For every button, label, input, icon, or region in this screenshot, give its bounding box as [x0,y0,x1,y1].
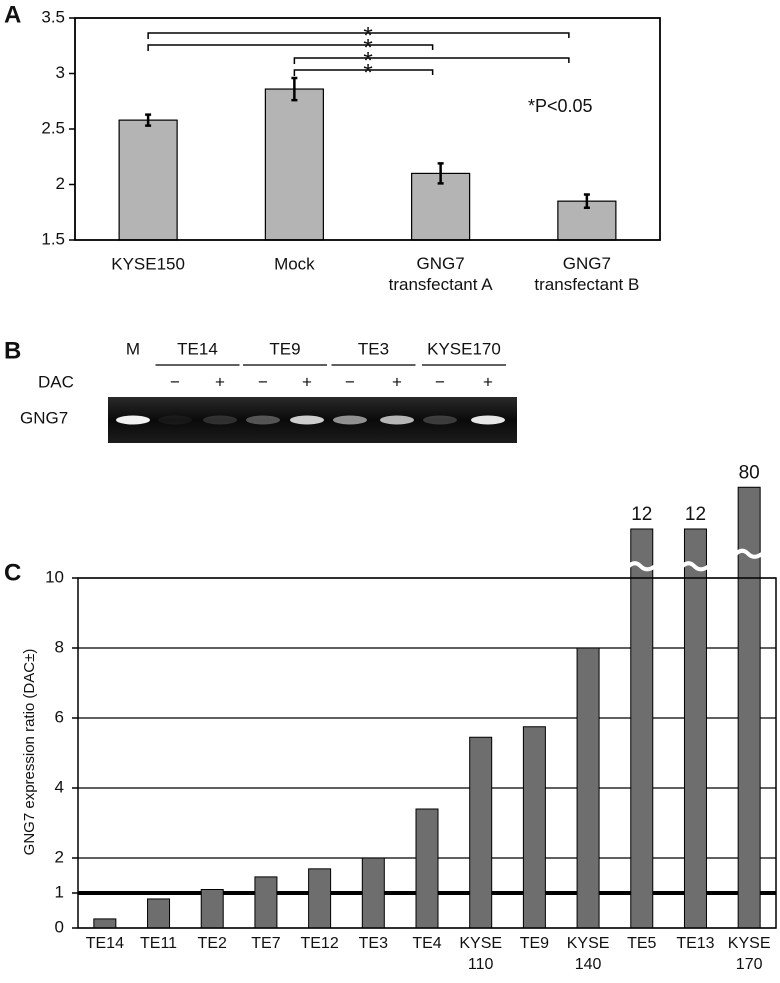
x-tick-label: TE4 [412,935,441,952]
y-tick-label: 2.5 [41,118,65,137]
treatment-label: + [392,372,402,391]
sample-label: TE3 [358,339,389,358]
bar [557,200,617,241]
axis-break [627,561,656,572]
significance-bracket [147,44,434,51]
axis-break [681,561,710,572]
x-tick-label: TE14 [86,935,124,952]
significance-label: * [363,22,372,49]
x-tick-label: TE7 [251,935,280,952]
x-tick-label: TE13 [676,935,714,952]
sample-label: KYSE170 [427,339,501,358]
plot-frame [74,17,661,241]
significance-label: * [363,47,372,74]
panel-label: A [4,1,21,28]
bar [576,647,600,929]
x-tick-label: GNG7 transfectant B [534,254,639,294]
significance-label: * [363,59,372,86]
bar [522,726,546,929]
panel-label: C [4,559,21,586]
x-tick-label: KYSE 110 [459,935,502,973]
x-tick-label: KYSE 140 [567,935,610,973]
x-tick-label: KYSE 170 [728,935,771,973]
sample-label: TE9 [269,339,300,358]
error-bar [145,113,152,127]
bar [630,528,654,929]
bar [147,898,171,929]
x-tick-label: GNG7 transfectant A [389,254,494,294]
x-tick-label: TE2 [198,935,227,952]
bar [308,868,332,929]
x-tick-label: TE12 [300,935,338,952]
treatment-label: − [170,372,180,391]
row-label: DAC [38,372,74,391]
y-tick-label: 3.5 [41,7,65,26]
y-tick-label: 0 [55,917,64,936]
bar [254,876,278,929]
gel-band [333,415,367,425]
significance-bracket [293,69,434,76]
bar [200,889,224,929]
y-tick-label: 8 [55,637,64,656]
plot-frame [77,577,777,929]
treatment-label: − [435,372,445,391]
x-tick-label: TE9 [520,935,549,952]
marker-label: M [126,339,140,358]
gel-band [290,415,324,425]
y-tick-label: 1 [55,882,64,901]
y-tick-label: 6 [55,707,64,726]
value-label: 12 [685,504,706,525]
treatment-label: − [345,372,355,391]
axis-break [734,548,764,559]
treatment-label: + [483,372,493,391]
y-tick-label: 10 [45,567,64,586]
bar [683,528,707,929]
y-tick-label: 3 [56,63,65,82]
bar [118,119,178,241]
x-tick-label: Mock [274,254,315,273]
treatment-label: + [215,372,225,391]
significance-label: * [363,34,372,61]
panel-label: B [4,337,21,364]
gel-band [116,415,150,425]
gel-band [380,415,414,425]
bar [415,808,439,929]
gel-band [423,415,457,425]
y-tick-label: 1.5 [41,229,65,248]
gel-band [158,415,192,425]
y-tick-label: 2 [55,847,64,866]
y-tick-label: 2 [56,174,65,193]
bar [93,918,117,929]
x-tick-label: KYSE150 [111,254,185,273]
x-tick-label: TE3 [359,935,388,952]
bar [469,736,493,929]
treatment-label: + [302,372,312,391]
value-label: 12 [631,504,652,525]
bar [264,88,324,241]
annotation: *P<0.05 [528,96,593,116]
gel-band [203,415,237,425]
value-label: 80 [739,462,760,483]
sample-label: TE14 [177,339,218,358]
gene-label: GNG7 [20,408,68,427]
significance-bracket [293,57,570,64]
error-bar [583,193,590,210]
y-axis-label: GNG7 expression ratio (DAC±) [21,649,38,856]
gel-band [471,415,505,425]
y-tick-label: 4 [55,777,64,796]
bar [361,857,385,929]
error-bar [437,162,444,185]
x-tick-label: TE5 [627,935,656,952]
x-tick-label: TE11 [140,935,177,952]
gel-band [246,415,280,425]
error-bar [291,76,298,102]
significance-bracket [147,32,570,39]
treatment-label: − [258,372,268,391]
